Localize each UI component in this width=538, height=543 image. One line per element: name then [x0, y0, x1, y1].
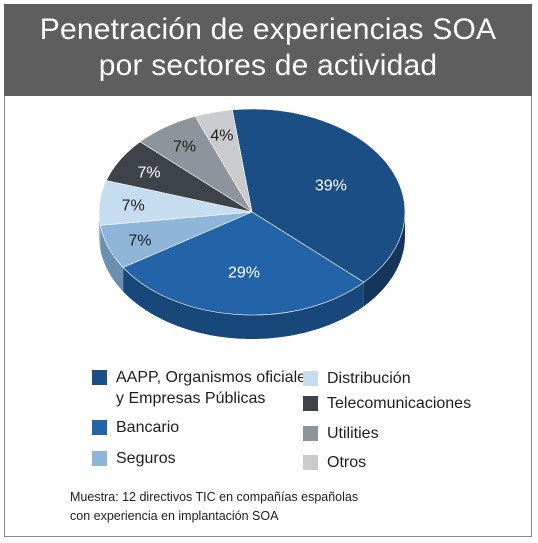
data-label-telecomunicaciones: 7%	[138, 164, 161, 181]
pie-slice-bancario	[122, 211, 365, 316]
pie-chart: 39% 29% 7% 7% 7% 7% 4%	[98, 108, 406, 339]
data-label-aapp: 39%	[315, 178, 347, 195]
chart-title: Penetración de experiencias SOA por sect…	[4, 4, 532, 96]
chart-title-line-1: Penetración de experiencias SOA	[39, 13, 497, 46]
footnote: Muestra: 12 directivos TIC en compañías …	[70, 490, 359, 523]
pie-side-seguros	[100, 225, 124, 292]
chart-title-line-2: por sectores de actividad	[98, 49, 438, 82]
pie-side-bancario	[123, 267, 364, 339]
pie-slice-aapp	[231, 108, 406, 283]
data-label-distribucion: 7%	[122, 198, 145, 215]
data-label-seguros: 7%	[128, 233, 151, 250]
data-label-otros: 4%	[210, 127, 233, 144]
pie-side-distribucion	[99, 212, 101, 250]
pie-side-aapp	[363, 213, 405, 307]
data-label-bancario: 29%	[228, 265, 260, 282]
pie-slice-otros	[194, 109, 253, 213]
data-label-utilities: 7%	[173, 139, 196, 156]
